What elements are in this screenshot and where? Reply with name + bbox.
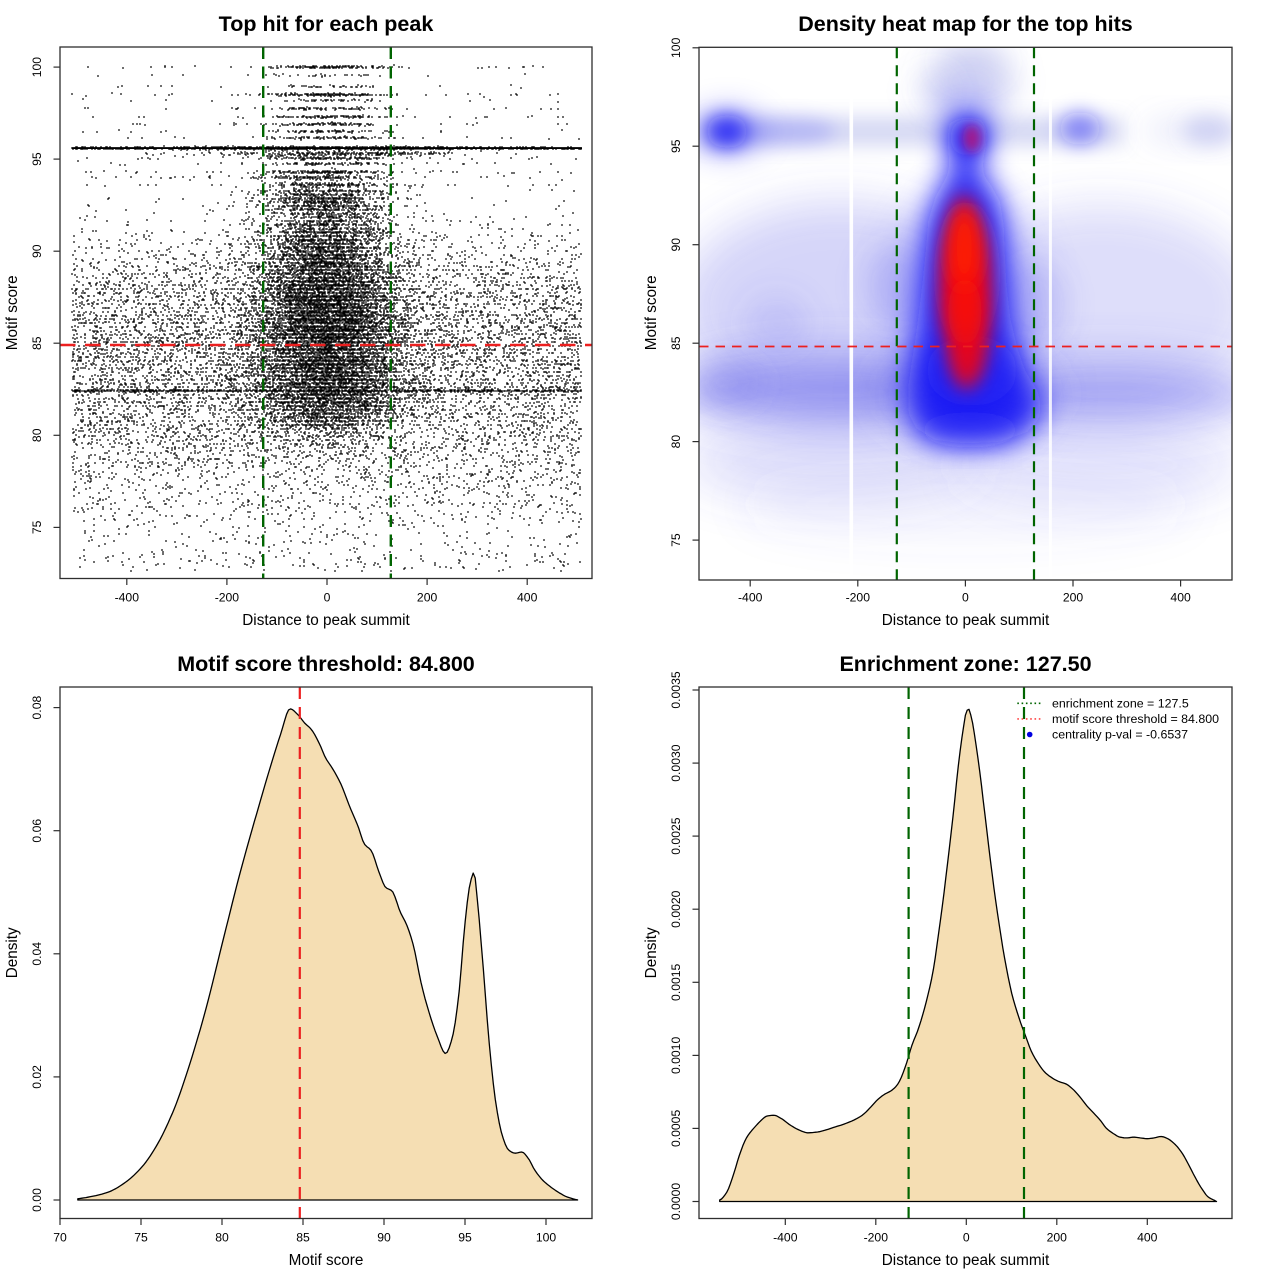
svg-text:0.0010: 0.0010 xyxy=(669,1037,683,1074)
svg-text:0.04: 0.04 xyxy=(30,942,44,966)
svg-text:200: 200 xyxy=(1063,591,1084,605)
svg-text:0: 0 xyxy=(962,591,969,605)
svg-text:95: 95 xyxy=(669,139,683,153)
svg-text:motif score threshold = 84.800: motif score threshold = 84.800 xyxy=(1052,712,1219,726)
svg-text:400: 400 xyxy=(1137,1231,1158,1245)
svg-text:Motif score: Motif score xyxy=(643,275,660,350)
svg-text:0.00: 0.00 xyxy=(30,1188,44,1212)
svg-text:75: 75 xyxy=(669,533,683,547)
svg-text:-200: -200 xyxy=(864,1231,889,1245)
svg-text:centrality p-val = -0.6537: centrality p-val = -0.6537 xyxy=(1052,728,1188,742)
svg-text:80: 80 xyxy=(215,1231,229,1245)
svg-text:100: 100 xyxy=(669,37,683,58)
svg-text:70: 70 xyxy=(53,1231,67,1245)
svg-text:100: 100 xyxy=(30,57,44,78)
svg-text:0: 0 xyxy=(963,1231,970,1245)
svg-text:0.0025: 0.0025 xyxy=(669,817,683,854)
svg-text:85: 85 xyxy=(296,1231,310,1245)
svg-text:80: 80 xyxy=(30,428,44,442)
svg-text:75: 75 xyxy=(30,520,44,534)
svg-text:Density: Density xyxy=(4,927,21,978)
svg-text:95: 95 xyxy=(30,152,44,166)
svg-text:95: 95 xyxy=(458,1231,472,1245)
svg-text:Enrichment zone: 127.50: Enrichment zone: 127.50 xyxy=(839,652,1091,676)
svg-text:0.06: 0.06 xyxy=(30,819,44,843)
svg-text:0.0015: 0.0015 xyxy=(669,963,683,1000)
svg-text:Motif score: Motif score xyxy=(4,275,21,350)
svg-text:-200: -200 xyxy=(215,591,240,605)
svg-text:-400: -400 xyxy=(773,1231,798,1245)
svg-text:400: 400 xyxy=(1170,591,1191,605)
svg-text:Density heat map for the top h: Density heat map for the top hits xyxy=(798,12,1133,36)
svg-text:90: 90 xyxy=(30,244,44,258)
svg-text:100: 100 xyxy=(536,1231,557,1245)
svg-text:0.0000: 0.0000 xyxy=(669,1183,683,1220)
svg-text:Distance to peak summit: Distance to peak summit xyxy=(242,612,410,629)
svg-text:0.0020: 0.0020 xyxy=(669,890,683,927)
svg-text:200: 200 xyxy=(1047,1231,1068,1245)
svg-text:Top hit for each peak: Top hit for each peak xyxy=(219,12,434,36)
svg-text:-400: -400 xyxy=(115,591,140,605)
svg-text:90: 90 xyxy=(377,1231,391,1245)
svg-text:Density: Density xyxy=(643,927,660,978)
svg-text:200: 200 xyxy=(417,591,438,605)
svg-text:Motif score threshold: 84.800: Motif score threshold: 84.800 xyxy=(177,652,475,676)
svg-text:400: 400 xyxy=(517,591,538,605)
svg-text:0: 0 xyxy=(324,591,331,605)
svg-text:85: 85 xyxy=(669,336,683,350)
svg-text:0.0030: 0.0030 xyxy=(669,744,683,781)
svg-text:-400: -400 xyxy=(738,591,763,605)
svg-text:-200: -200 xyxy=(846,591,871,605)
svg-text:75: 75 xyxy=(134,1231,148,1245)
svg-text:0.0005: 0.0005 xyxy=(669,1110,683,1147)
svg-text:80: 80 xyxy=(669,435,683,449)
svg-text:0.0035: 0.0035 xyxy=(669,671,683,708)
svg-text:enrichment zone = 127.5: enrichment zone = 127.5 xyxy=(1052,697,1189,711)
svg-text:0.02: 0.02 xyxy=(30,1065,44,1089)
svg-text:85: 85 xyxy=(30,336,44,350)
svg-text:Distance to peak summit: Distance to peak summit xyxy=(882,1252,1050,1269)
svg-text:90: 90 xyxy=(669,238,683,252)
svg-text:Distance to peak summit: Distance to peak summit xyxy=(882,612,1050,629)
svg-text:0.08: 0.08 xyxy=(30,696,44,720)
svg-text:Motif score: Motif score xyxy=(289,1252,364,1269)
